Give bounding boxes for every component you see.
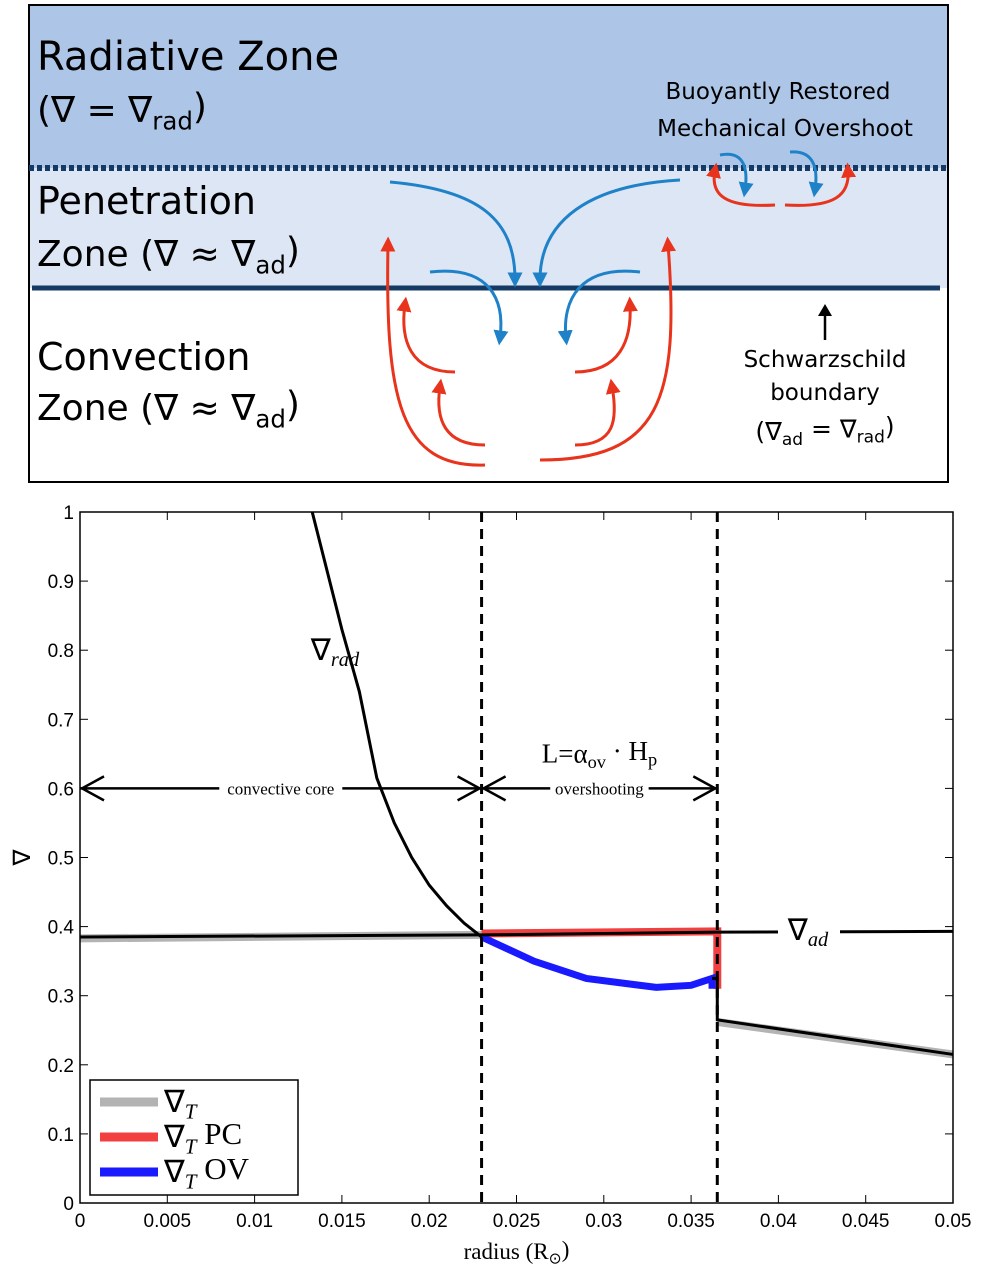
- y-tick-label: 0.9: [48, 572, 74, 593]
- legend-entry: ∇T: [163, 1084, 198, 1123]
- boundary-eq: (∇ad = ∇rad): [755, 412, 894, 450]
- curve-label: ∇ad: [787, 914, 829, 951]
- overshoot-note: Buoyantly Restored: [666, 79, 891, 105]
- y-tick-label: 0.7: [48, 710, 74, 731]
- text-part: ): [562, 1237, 570, 1262]
- text-part: (∇: [755, 417, 782, 446]
- x-tick-label: 0: [75, 1211, 86, 1232]
- text-part: T: [185, 1099, 198, 1123]
- overshoot-note: Mechanical Overshoot: [657, 116, 913, 142]
- text-part: ∇: [163, 1119, 185, 1154]
- zone-eq: Zone (∇ ≈ ∇ad): [37, 231, 300, 280]
- text-part: ad: [782, 430, 803, 450]
- x-tick-label: 0.02: [411, 1211, 448, 1232]
- text-part: T: [185, 1169, 198, 1193]
- y-tick-label: 0.3: [48, 987, 74, 1008]
- text-part: ∇: [163, 1154, 185, 1189]
- label-bg: [550, 778, 649, 799]
- red-arrows: [380, 162, 857, 467]
- curve-line: [310, 511, 483, 939]
- text-part: ): [286, 231, 300, 272]
- boundary-arrowhead: [818, 304, 832, 316]
- diagram: Radiative Zone (∇ = ∇rad) Penetration Zo…: [28, 4, 949, 483]
- label-bg: [219, 778, 343, 799]
- text-part: Zone (∇ ≈ ∇: [37, 234, 256, 275]
- diagram-frame: [28, 4, 949, 483]
- x-tick-label: 0.04: [760, 1211, 797, 1232]
- series-line: [480, 933, 716, 991]
- text-part: radius (R: [464, 1239, 550, 1264]
- text-part: ∇: [163, 1084, 185, 1119]
- text-part: OV: [196, 1151, 249, 1186]
- penetration-zone: [29, 168, 948, 288]
- y-tick-label: 0: [63, 1194, 74, 1215]
- text-part: rad: [152, 106, 193, 135]
- text-part: (∇ = ∇: [37, 90, 153, 131]
- x-tick-label: 0.03: [585, 1211, 622, 1232]
- text-part: ad: [808, 929, 829, 951]
- radiative-zone: [29, 5, 948, 168]
- y-tick-label: 1: [63, 503, 74, 524]
- x-tick-label: 0.05: [935, 1211, 972, 1232]
- text-part: L=α: [542, 738, 588, 768]
- arrow-label: overshooting: [555, 779, 644, 798]
- y-tick-label: 0.2: [48, 1056, 74, 1077]
- text-part: T: [185, 1134, 198, 1158]
- text-part: ∇: [787, 914, 809, 947]
- y-tick-label: 0.1: [48, 1125, 74, 1146]
- text-part: ad: [255, 250, 286, 279]
- text-part: PC: [196, 1116, 242, 1151]
- text-part: = ∇: [803, 415, 857, 444]
- arrow-head: [79, 775, 483, 802]
- x-tick-label: 0.035: [667, 1211, 715, 1232]
- legend-entry: ∇T OV: [163, 1151, 250, 1193]
- text-part: ⊙: [549, 1251, 562, 1268]
- arrow-head: [480, 775, 718, 802]
- plot-frame: [79, 511, 954, 1204]
- arrow-label: convective core: [227, 779, 334, 798]
- x-axis-label: radius (R⊙): [464, 1237, 570, 1268]
- zone-title: Radiative Zone: [37, 34, 339, 80]
- y-tick-label: 0.4: [48, 918, 75, 939]
- legend-entry: ∇T PC: [163, 1116, 242, 1158]
- text-part: ): [885, 412, 895, 441]
- text-part: ∇: [310, 634, 332, 667]
- blue-arrows: [389, 150, 824, 346]
- x-tick-label: 0.015: [318, 1211, 366, 1232]
- text-part: rad: [331, 649, 360, 671]
- text-part: ): [286, 385, 300, 426]
- text-part: ad: [255, 404, 286, 433]
- boundary-note: boundary: [770, 380, 880, 406]
- x-tick-label: 0.025: [493, 1211, 541, 1232]
- zone-title: Penetration: [37, 179, 256, 223]
- text-part: p: [648, 749, 657, 769]
- zone-eq: Zone (∇ ≈ ∇ad): [37, 385, 300, 434]
- zone-title: Convection: [37, 335, 250, 379]
- text-part: Zone (∇ ≈ ∇: [37, 388, 256, 429]
- y-tick-label: 0.5: [48, 849, 74, 870]
- text-part: rad: [857, 428, 885, 448]
- y-tick-label: 0.6: [48, 779, 74, 800]
- text-part: ): [193, 87, 207, 128]
- zone-eq: (∇ = ∇rad): [37, 87, 207, 136]
- y-tick-label: 0.8: [48, 641, 74, 662]
- curve-label: ∇rad: [310, 634, 360, 671]
- y-axis-label: ∇: [10, 849, 36, 867]
- x-tick-label: 0.005: [144, 1211, 192, 1232]
- chart: 0 0.005 0.01 0.015 0.02 0.025 0.03 0.035 0.04 0.0…: [10, 503, 971, 1268]
- text-part: · H: [606, 736, 648, 766]
- x-tick-label: 0.045: [842, 1211, 890, 1232]
- overshoot-formula: L=αov · Hp: [542, 736, 657, 772]
- text-part: ov: [588, 752, 607, 772]
- boundary-note: Schwarzschild: [744, 347, 907, 373]
- curve-line: [712, 976, 954, 1056]
- x-tick-label: 0.01: [236, 1211, 273, 1232]
- label-bg: [778, 910, 840, 954]
